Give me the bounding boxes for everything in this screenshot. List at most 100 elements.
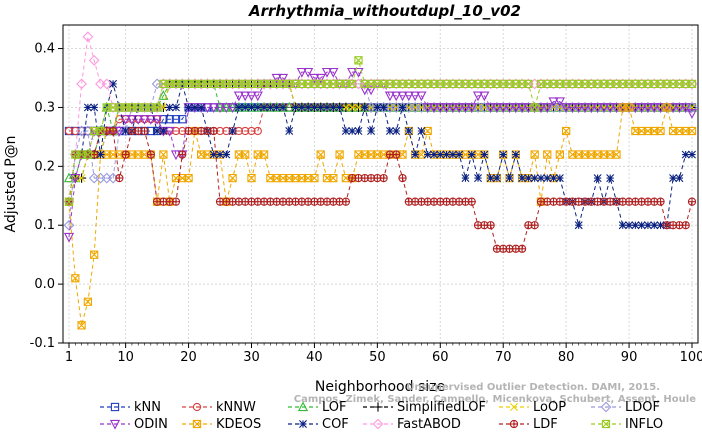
data-point-odin bbox=[554, 97, 565, 108]
data-point-cof bbox=[297, 103, 306, 112]
data-point-kdeos bbox=[687, 126, 697, 136]
x-tick-label: 50 bbox=[369, 350, 386, 365]
legend-item-odin: ODIN bbox=[100, 417, 168, 432]
data-point-odin bbox=[611, 103, 622, 114]
data-point-kdeos bbox=[417, 150, 426, 159]
data-point-kdeos bbox=[228, 173, 237, 183]
data-point-cof bbox=[241, 103, 250, 112]
data-point-odin bbox=[686, 109, 698, 119]
y-tick-label: 0.0 bbox=[34, 277, 55, 292]
data-point-knnw bbox=[64, 126, 74, 136]
legend-marker-ldof bbox=[600, 401, 612, 413]
data-point-cof bbox=[360, 103, 369, 112]
data-point-ldf bbox=[392, 150, 401, 159]
legend-marker-odin bbox=[109, 419, 121, 430]
data-point-ldf bbox=[115, 173, 124, 183]
data-point-odin bbox=[435, 103, 446, 114]
data-point-kdeos bbox=[543, 150, 552, 159]
data-point-odin bbox=[391, 91, 402, 102]
y-tick-label: -0.1 bbox=[30, 336, 55, 351]
data-point-odin bbox=[573, 103, 584, 114]
data-point-odin bbox=[321, 67, 333, 78]
x-tick-label: 100 bbox=[680, 350, 702, 365]
data-point-kdeos bbox=[159, 150, 168, 159]
data-point-odin bbox=[561, 103, 572, 114]
plot-frame bbox=[62, 24, 699, 344]
data-point-cof bbox=[430, 150, 438, 159]
data-point-ldf bbox=[108, 126, 118, 136]
data-point-inflo bbox=[348, 79, 357, 89]
data-point-ldf bbox=[379, 173, 388, 183]
data-point-cof bbox=[190, 103, 199, 112]
data-point-odin bbox=[365, 85, 377, 96]
data-point-kdeos bbox=[184, 173, 193, 183]
data-point-inflo bbox=[524, 79, 533, 89]
data-point-cof bbox=[216, 150, 225, 159]
data-point-odin bbox=[296, 67, 307, 78]
data-point-knnw bbox=[71, 126, 80, 136]
data-point-kdeos bbox=[555, 150, 564, 159]
data-point-cof bbox=[518, 174, 527, 183]
data-point-odin bbox=[309, 73, 320, 84]
grid-lines bbox=[63, 25, 698, 344]
y-tick-label: 0.3 bbox=[34, 100, 55, 115]
data-point-kdeos bbox=[662, 103, 671, 112]
data-point-cof bbox=[373, 103, 382, 112]
data-point-odin bbox=[535, 103, 547, 114]
data-point-cof bbox=[316, 103, 325, 112]
data-point-kdeos bbox=[316, 150, 325, 159]
data-point-kdeos bbox=[90, 250, 99, 259]
data-point-ldf bbox=[341, 197, 351, 206]
data-point-inflo bbox=[687, 79, 697, 89]
data-point-odin bbox=[428, 103, 440, 114]
data-point-odin bbox=[668, 103, 679, 114]
data-point-cof bbox=[404, 127, 413, 135]
data-point-odin bbox=[472, 91, 484, 102]
legend-marker-knn bbox=[110, 402, 120, 412]
data-point-odin bbox=[246, 91, 257, 102]
data-point-odin bbox=[233, 91, 245, 102]
legend-label-fastabod: FastABOD bbox=[397, 417, 461, 432]
legend-marker-inflo bbox=[601, 419, 611, 429]
series-cof bbox=[65, 79, 696, 230]
data-point-cof bbox=[448, 150, 457, 159]
data-point-kdeos bbox=[71, 274, 80, 283]
watermark-line-1: Campos, Zimek, Sander, Campello, Micenko… bbox=[294, 394, 696, 405]
legend-label-loop: LoOP bbox=[533, 400, 566, 415]
data-point-cof bbox=[555, 174, 564, 183]
data-point-loop bbox=[354, 103, 363, 112]
data-point-kdeos bbox=[612, 150, 621, 159]
data-point-odin bbox=[479, 91, 490, 102]
data-point-cof bbox=[606, 174, 615, 183]
data-point-cof bbox=[530, 174, 539, 183]
data-point-cof bbox=[367, 127, 376, 135]
data-point-ldf bbox=[121, 150, 130, 159]
data-point-inflo bbox=[83, 150, 93, 159]
data-point-cof bbox=[417, 127, 426, 135]
data-point-kdeos bbox=[259, 150, 269, 159]
data-point-odin bbox=[214, 103, 226, 114]
data-point-odin bbox=[63, 232, 75, 243]
data-point-odin bbox=[422, 103, 433, 114]
data-point-odin bbox=[567, 103, 578, 114]
data-point-cof bbox=[96, 150, 105, 159]
data-point-odin bbox=[170, 150, 182, 161]
legend-label-simplifiedlof: SimplifiedLOF bbox=[397, 400, 486, 415]
data-point-knnw bbox=[247, 126, 256, 136]
legend-label-ldof: LDOF bbox=[625, 400, 660, 415]
data-point-cof bbox=[486, 174, 495, 183]
data-point-ldf bbox=[398, 173, 407, 183]
data-point-odin bbox=[680, 103, 691, 114]
data-point-cof bbox=[637, 221, 646, 230]
data-point-cof bbox=[467, 150, 476, 159]
data-point-odin bbox=[70, 173, 81, 184]
data-point-knn bbox=[171, 115, 181, 124]
legend-marker-cof bbox=[299, 420, 307, 428]
data-point-cof bbox=[385, 127, 394, 135]
data-point-kdeos bbox=[561, 126, 571, 136]
data-point-cof bbox=[536, 174, 545, 183]
data-point-kdeos bbox=[398, 150, 407, 159]
data-point-kdeos bbox=[624, 103, 634, 112]
series-inflo bbox=[64, 56, 697, 206]
